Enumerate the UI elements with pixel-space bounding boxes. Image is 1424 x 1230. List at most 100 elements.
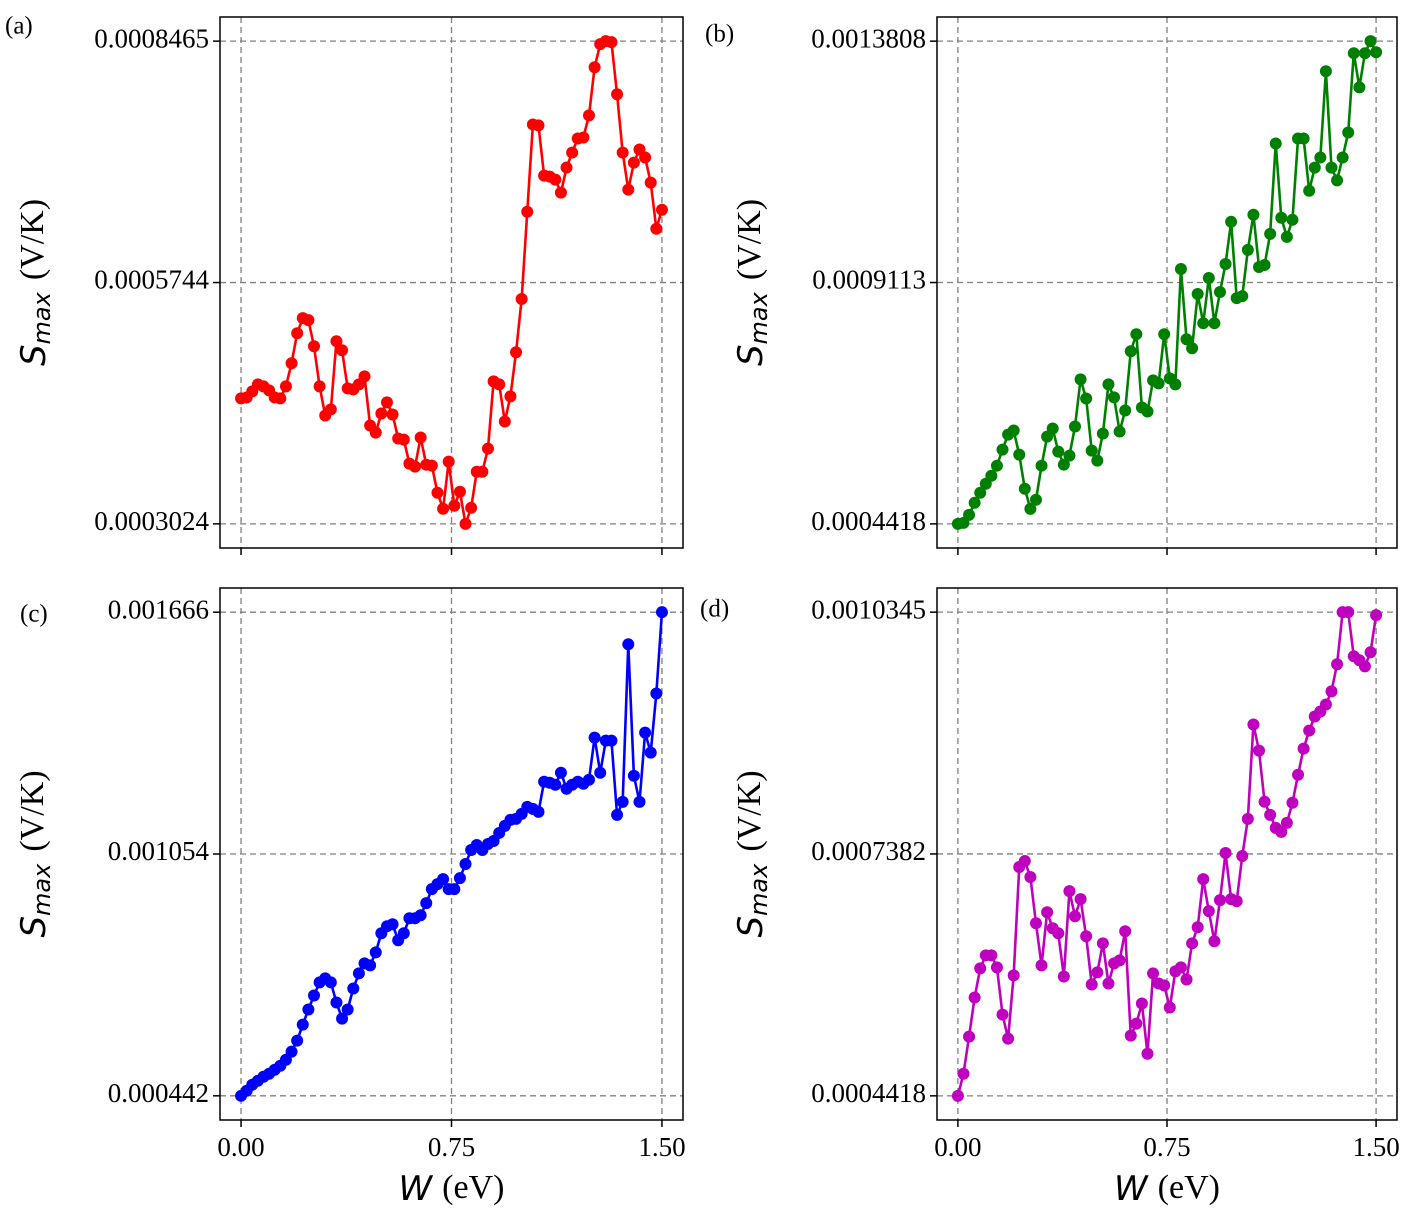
- data-point: [627, 156, 640, 169]
- data-point: [1180, 333, 1193, 346]
- data-point: [1035, 959, 1048, 972]
- data-point: [279, 380, 292, 393]
- data-point: [588, 61, 601, 74]
- y-label-unit: (V/K): [14, 770, 51, 851]
- x-tick-label: 1.50: [638, 1132, 685, 1162]
- data-point: [588, 731, 601, 744]
- data-point: [1236, 290, 1249, 303]
- data-point: [1202, 272, 1215, 285]
- data-point: [560, 161, 573, 174]
- data-point: [1286, 796, 1299, 809]
- data-point: [1286, 213, 1299, 226]
- data-point: [1353, 81, 1366, 94]
- data-point: [414, 431, 427, 444]
- data-point: [364, 959, 377, 972]
- data-point: [1119, 925, 1132, 938]
- data-point: [1292, 768, 1305, 781]
- data-point: [459, 858, 472, 871]
- y-label-subscript: max: [28, 863, 56, 916]
- data-point: [1370, 46, 1383, 59]
- data-point: [951, 1089, 964, 1102]
- data-point: [582, 109, 595, 122]
- data-point: [341, 1003, 354, 1016]
- data-point: [465, 501, 478, 514]
- data-point: [990, 459, 1003, 472]
- data-point: [1197, 873, 1210, 886]
- subplot: 0.0004418 0.0007382 0.0010345 0.00 0.75 1.50 (…: [700, 587, 1400, 1209]
- data-point: [1130, 1017, 1143, 1030]
- data-point: [291, 327, 304, 340]
- data-point: [1186, 937, 1199, 950]
- x-tick-label: 0.00: [934, 1132, 981, 1162]
- data-point: [963, 1030, 976, 1043]
- y-label-symbol: S: [14, 916, 54, 938]
- data-point: [1057, 970, 1070, 983]
- data-point: [324, 976, 337, 989]
- y-axis-label: Smax (V/K): [731, 770, 774, 937]
- data-point: [1336, 151, 1349, 164]
- data-point: [448, 883, 461, 896]
- y-label-unit: (V/K): [731, 199, 768, 280]
- data-point: [1102, 378, 1115, 391]
- data-point: [308, 989, 321, 1002]
- y-tick-label: 0.0008465: [94, 23, 209, 53]
- data-point: [1035, 459, 1048, 472]
- y-label-unit: (V/K): [731, 770, 768, 851]
- y-label-subscript: max: [745, 291, 773, 344]
- data-point: [622, 183, 635, 196]
- y-label-subscript: max: [28, 291, 56, 344]
- data-point: [1319, 65, 1332, 78]
- data-point: [437, 873, 450, 886]
- data-point: [296, 1018, 309, 1031]
- data-point: [1197, 317, 1210, 330]
- data-point: [1264, 808, 1277, 821]
- data-point: [302, 1003, 315, 1016]
- data-point: [996, 1008, 1009, 1021]
- y-axis-label: Smax (V/K): [731, 199, 774, 366]
- data-point: [650, 687, 663, 700]
- x-axis-label: W (eV): [399, 1169, 505, 1209]
- x-axis-label: W (eV): [1114, 1169, 1220, 1209]
- data-line: [956, 610, 1378, 1097]
- data-point: [577, 131, 590, 144]
- data-point: [1096, 937, 1109, 950]
- x-label-symbol: W: [1114, 1169, 1149, 1209]
- data-point: [1258, 795, 1271, 808]
- y-axis-label: Smax (V/K): [14, 770, 57, 937]
- x-label-unit: (eV): [1158, 1169, 1220, 1206]
- data-point: [481, 442, 494, 455]
- data-point: [1208, 935, 1221, 948]
- data-point: [1325, 685, 1338, 698]
- data-point: [616, 795, 629, 808]
- y-label-symbol: S: [731, 916, 771, 938]
- data-point: [1364, 35, 1377, 48]
- data-point: [504, 390, 517, 403]
- data-point: [627, 769, 640, 782]
- data-point: [1113, 954, 1126, 967]
- data-point: [655, 606, 668, 619]
- data-point: [1275, 211, 1288, 224]
- data-point: [1230, 895, 1243, 908]
- data-point: [1319, 698, 1332, 711]
- data-point: [1141, 1047, 1154, 1060]
- data-point: [1225, 215, 1238, 228]
- data-point: [380, 396, 393, 409]
- data-point: [594, 766, 607, 779]
- data-point: [1258, 258, 1271, 271]
- data-point: [655, 203, 668, 216]
- data-point: [1108, 391, 1121, 404]
- data-point: [386, 408, 399, 421]
- data-point: [1269, 137, 1282, 150]
- data-point: [1046, 422, 1059, 435]
- data-point: [1213, 286, 1226, 299]
- data-point: [459, 517, 472, 530]
- data-point: [386, 918, 399, 931]
- data-point: [605, 36, 618, 49]
- data-point: [1085, 978, 1098, 991]
- data-point: [1085, 444, 1098, 457]
- data-point: [1241, 812, 1254, 825]
- y-tick-label: 0.0010345: [811, 594, 926, 624]
- data-point: [1342, 606, 1355, 619]
- data-point: [605, 734, 618, 747]
- data-point: [1364, 646, 1377, 659]
